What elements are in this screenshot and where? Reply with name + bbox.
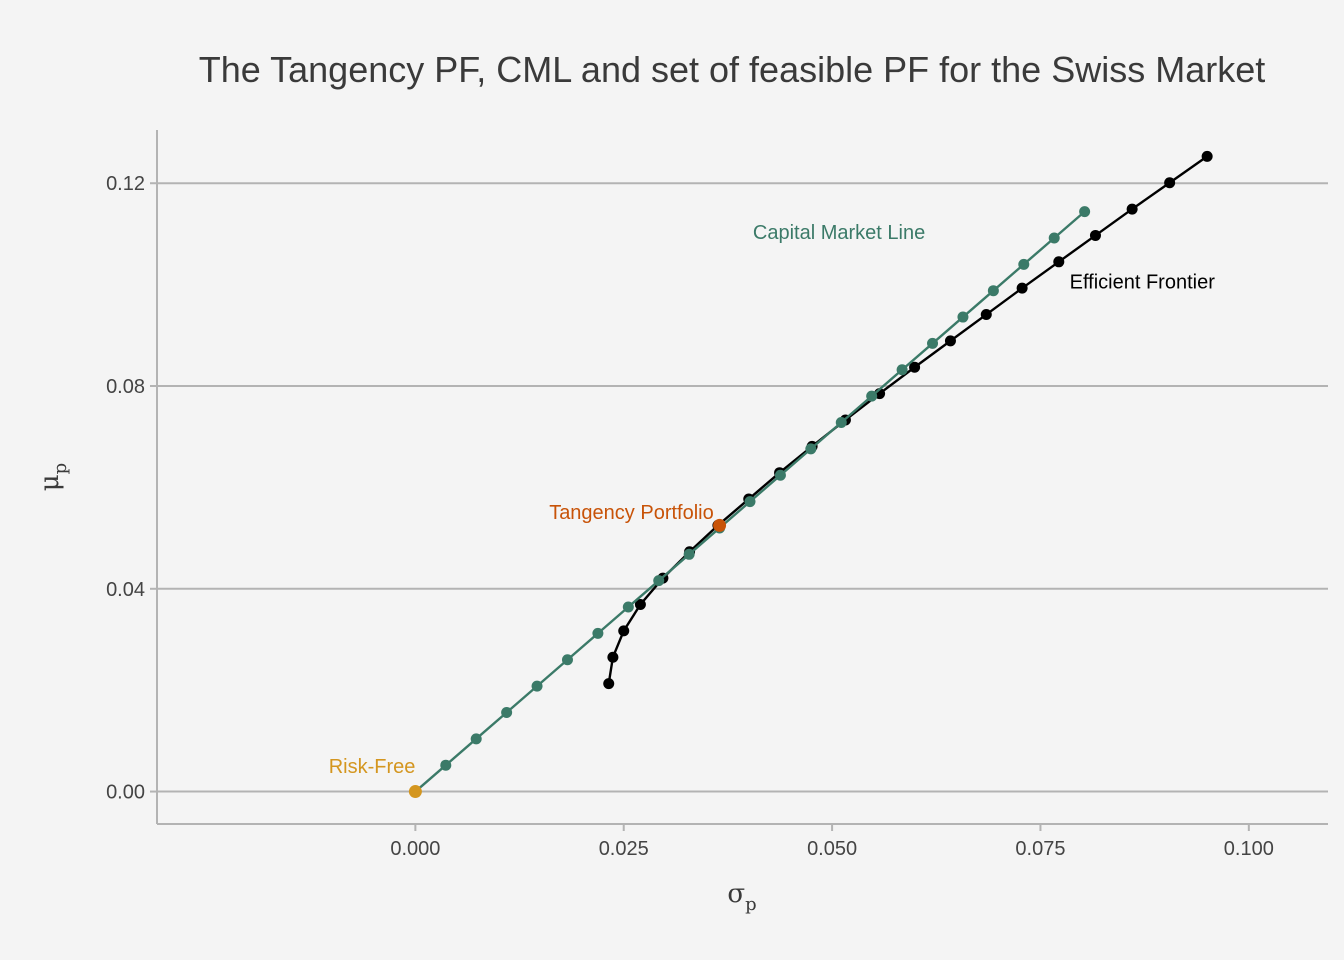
axis-layer: 0.00 0.04 0.08 0.12 0.000 0.025 0.050 0.075 0.10… [106,130,1328,860]
capital-market-line-point [1018,258,1030,270]
risk-free-label: Risk-Free [329,756,416,778]
efficient-frontier-point [1053,256,1065,268]
capital-market-line-label: Capital Market Line [753,222,925,244]
efficient-frontier-point [603,678,615,690]
efficient-frontier-label: Efficient Frontier [1070,272,1216,294]
efficient-frontier-point [909,361,921,373]
chart-title: The Tangency PF, CML and set of feasible… [199,49,1265,90]
x-tick-label: 0.075 [1015,838,1065,860]
capital-market-line-point [866,390,878,402]
efficient-frontier-point [618,625,630,637]
annotation-layer: Capital Market Line Efficient Frontier Tan… [329,222,1216,778]
capital-market-line-point [987,285,999,297]
capital-market-line-point [653,575,665,587]
y-axis-subscript: p [50,463,71,475]
x-tick-label: 0.100 [1224,838,1274,860]
efficient-frontier-point [1016,282,1028,294]
y-tick-label: 0.04 [106,579,145,601]
efficient-frontier-point [607,651,619,663]
capital-market-line-point [957,311,969,323]
efficient-frontier-point [1089,229,1101,241]
capital-market-line-point [1048,232,1060,244]
x-tick-label: 0.025 [599,838,649,860]
x-axis-symbol: σ [727,879,745,909]
efficient-frontier-point [1126,203,1138,215]
x-axis-subscript: p [745,894,757,915]
capital-market-line-point [470,733,482,745]
capital-market-line-point [805,443,817,455]
y-tick-label: 0.08 [106,376,145,398]
risk-free-point [408,785,422,799]
capital-market-line-point [835,417,847,429]
efficient-frontier-point [944,335,956,347]
capital-market-line-point [1079,206,1091,218]
efficient-frontier-point [1201,150,1213,162]
capital-market-line-point [927,337,939,349]
efficient-frontier-point [634,598,646,610]
y-axis-symbol: μ [35,474,65,491]
tangency-portfolio-point [713,518,727,532]
y-axis-title: μp [35,463,71,491]
capital-market-line-point [744,496,756,508]
x-axis-title: σp [727,879,756,915]
capital-market-line-point [622,601,634,613]
capital-market-line-point [561,654,573,666]
tangency-portfolio-label: Tangency Portfolio [549,502,714,524]
efficient-frontier-point [980,309,992,321]
capital-market-line-point [683,548,695,560]
series-layer [408,150,1213,799]
grid-layer [157,182,1328,793]
capital-market-line-point [440,759,452,771]
capital-market-line-point [531,680,543,692]
capital-market-line-point [774,469,786,481]
capital-market-line-point [896,364,908,376]
efficient-frontier-point [1164,177,1176,189]
x-tick-label: 0.000 [390,838,440,860]
x-tick-label: 0.050 [807,838,857,860]
capital-market-line-point [592,627,604,639]
y-tick-label: 0.12 [106,173,145,195]
capital-market-line-point [501,706,513,718]
y-tick-label: 0.00 [106,782,145,804]
